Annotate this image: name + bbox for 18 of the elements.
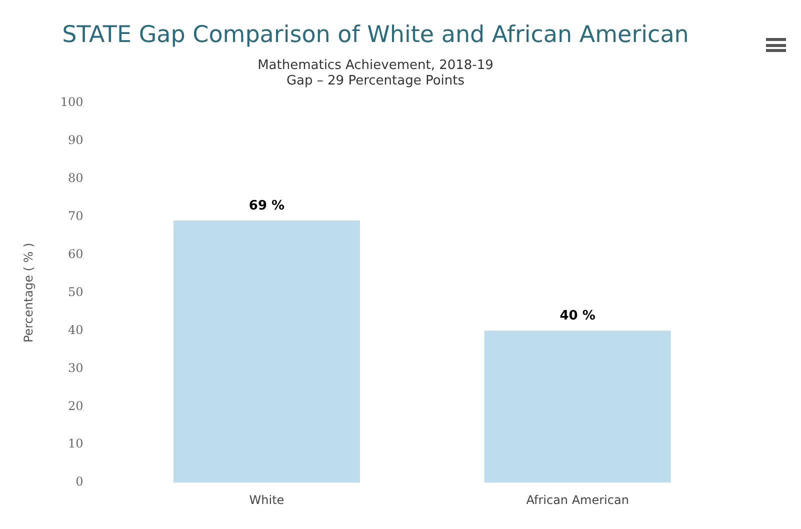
data-label: 40 % xyxy=(560,308,596,324)
chart-subtitle: Mathematics Achievement, 2018-19 Gap – 29 Percentage Points xyxy=(258,58,494,88)
y-tick-label: 30 xyxy=(68,360,84,375)
y-tick-label: 10 xyxy=(68,436,84,451)
x-tick-label: White xyxy=(249,492,284,507)
chart-title: STATE Gap Comparison of White and African American xyxy=(62,22,689,48)
y-tick-label: 50 xyxy=(68,284,84,299)
y-axis-title: Percentage ( % ) xyxy=(21,242,36,343)
y-tick-label: 60 xyxy=(68,246,84,261)
y-tick-label: 0 xyxy=(76,474,84,489)
y-tick-label: 90 xyxy=(68,132,84,147)
data-label: 69 % xyxy=(248,198,285,214)
y-tick-label: 20 xyxy=(68,398,84,413)
y-tick-label: 80 xyxy=(68,170,84,185)
y-tick-label: 70 xyxy=(68,208,84,223)
x-tick-label: African American xyxy=(526,492,629,507)
y-tick-label: 100 xyxy=(60,94,84,109)
y-tick-label: 40 xyxy=(68,322,84,337)
